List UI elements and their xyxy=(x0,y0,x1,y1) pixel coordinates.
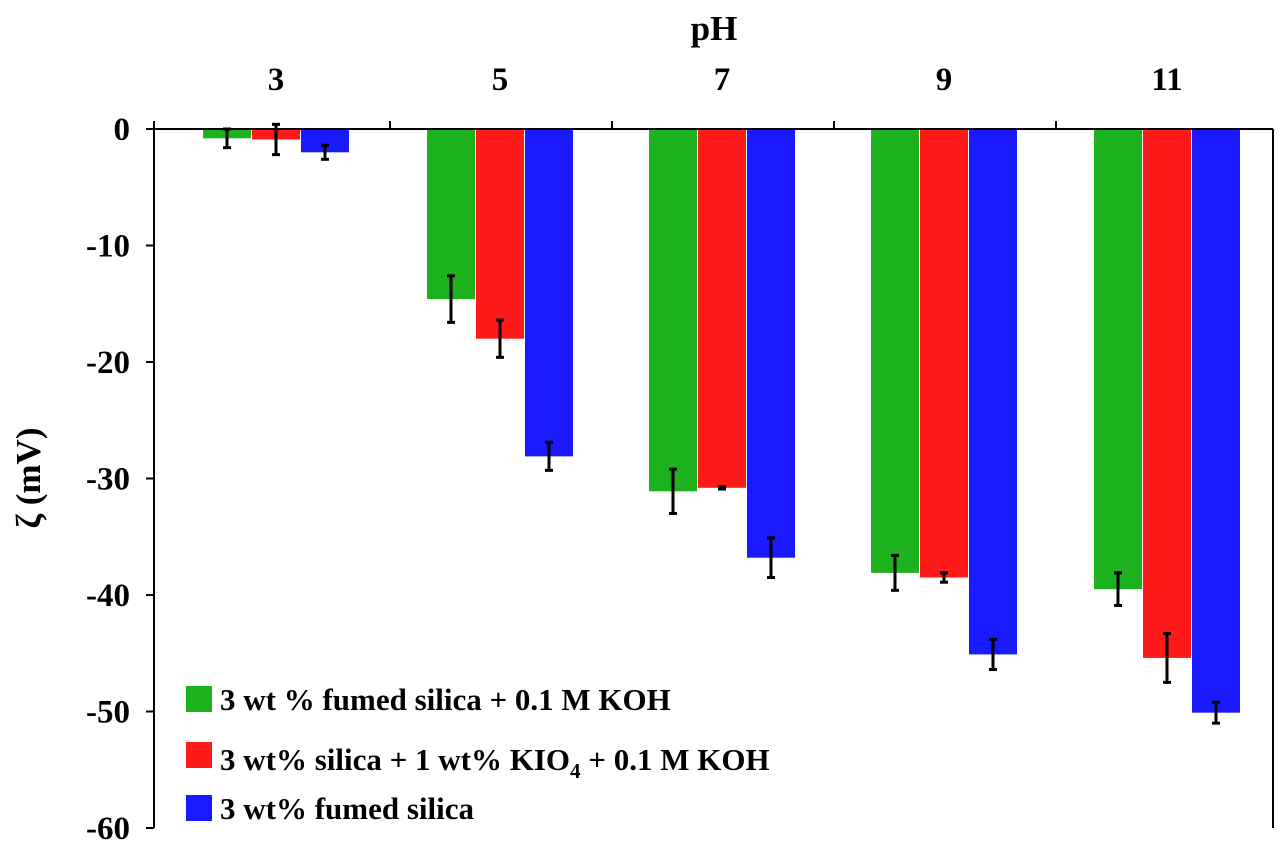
error-bar-series2-ph7 xyxy=(718,485,726,491)
error-bar-series3-ph11 xyxy=(1212,700,1220,725)
bar-series1-ph11 xyxy=(1094,129,1142,590)
error-bar-series1-ph5 xyxy=(447,274,455,324)
bar-series2-ph11 xyxy=(1143,129,1191,658)
error-bar-series3-ph7 xyxy=(767,536,775,580)
bar-series1-ph7 xyxy=(649,129,697,492)
y-tick-label: -20 xyxy=(86,345,130,381)
legend-label-fumed: 3 wt% fumed silica xyxy=(220,791,475,826)
y-tick-label: -30 xyxy=(86,462,130,498)
legend-label-koh: 3 wt % fumed silica + 0.1 M KOH xyxy=(220,682,671,717)
y-axis-label: ζ (mV) xyxy=(9,428,48,529)
legend-label-kio4: 3 wt% silica + 1 wt% KIO4 + 0.1 M KOH xyxy=(220,742,770,783)
x-tick-label: 9 xyxy=(936,62,953,98)
bar-series3-ph3 xyxy=(301,129,349,153)
bar-series3-ph5 xyxy=(525,129,573,457)
y-tick-label: -60 xyxy=(86,811,130,847)
bar-series3-ph9 xyxy=(969,129,1017,655)
bar-series3-ph11 xyxy=(1192,129,1240,713)
legend-swatch-kio4 xyxy=(186,742,212,768)
error-bar-series2-ph5 xyxy=(496,318,504,359)
error-bar-series2-ph9 xyxy=(940,571,948,584)
x-tick-label: 7 xyxy=(714,62,731,98)
y-tick-label: 0 xyxy=(114,112,131,148)
bar-series1-ph5 xyxy=(427,129,475,300)
legend: 3 wt % fumed silica + 0.1 M KOH 3 wt% si… xyxy=(186,682,770,826)
legend-swatch-koh xyxy=(186,686,212,712)
error-bar-series2-ph11 xyxy=(1163,631,1171,684)
x-tick-label: 3 xyxy=(268,62,285,98)
legend-item-kio4: 3 wt% silica + 1 wt% KIO4 + 0.1 M KOH xyxy=(186,742,770,783)
error-bar-series3-ph9 xyxy=(989,637,997,672)
x-ticks-layer: 3 5 7 9 11 xyxy=(153,62,1183,129)
legend-item-koh: 3 wt % fumed silica + 0.1 M KOH xyxy=(186,682,671,717)
bars-layer xyxy=(203,129,1240,713)
legend-swatch-fumed xyxy=(186,795,212,821)
bar-series2-ph5 xyxy=(476,129,524,339)
x-tick-label: 5 xyxy=(492,62,509,98)
error-bar-series3-ph5 xyxy=(545,440,553,472)
x-tick-label: 11 xyxy=(1151,62,1182,98)
y-ticks-layer: 0 -10 -20 -30 -40 -50 -60 xyxy=(86,112,154,847)
bar-series2-ph9 xyxy=(920,129,968,578)
bar-series2-ph7 xyxy=(698,129,746,488)
bar-series3-ph7 xyxy=(747,129,795,558)
error-bar-series1-ph7 xyxy=(669,467,677,515)
bar-series1-ph9 xyxy=(871,129,919,573)
error-bar-series3-ph3 xyxy=(321,143,329,161)
legend-label-kio4-subscript: 4 xyxy=(570,759,581,783)
legend-label-kio4-tail: + 0.1 M KOH xyxy=(581,742,770,777)
error-bar-series1-ph11 xyxy=(1114,571,1122,607)
y-tick-label: -40 xyxy=(86,578,130,614)
legend-item-fumed: 3 wt% fumed silica xyxy=(186,791,475,826)
y-tick-label: -50 xyxy=(86,695,130,731)
legend-label-kio4-main: 3 wt% silica + 1 wt% KIO xyxy=(220,742,570,777)
error-bar-series1-ph9 xyxy=(891,553,899,592)
y-tick-label: -10 xyxy=(86,229,130,265)
chart-title: pH xyxy=(691,9,738,48)
